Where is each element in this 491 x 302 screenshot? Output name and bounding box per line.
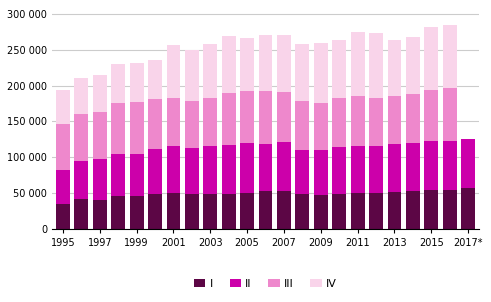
Bar — [406, 94, 420, 143]
Bar — [130, 197, 143, 229]
Bar — [332, 147, 346, 194]
Bar — [332, 194, 346, 229]
Bar — [259, 35, 273, 91]
Bar — [56, 170, 70, 204]
Bar — [406, 143, 420, 191]
Bar — [277, 142, 291, 191]
Bar — [240, 143, 254, 193]
Bar — [277, 92, 291, 142]
Bar — [332, 40, 346, 98]
Bar — [203, 44, 217, 98]
Bar — [443, 141, 457, 190]
Bar — [185, 194, 199, 229]
Bar — [369, 33, 383, 98]
Bar — [222, 94, 236, 145]
Bar — [406, 191, 420, 229]
Bar — [314, 195, 327, 229]
Bar — [240, 38, 254, 91]
Bar — [296, 101, 309, 150]
Bar — [314, 104, 327, 150]
Bar — [148, 194, 162, 229]
Bar — [277, 191, 291, 229]
Bar — [185, 101, 199, 148]
Bar — [166, 146, 180, 193]
Bar — [443, 25, 457, 88]
Bar — [222, 36, 236, 94]
Bar — [296, 194, 309, 229]
Legend: I, II, III, IV: I, II, III, IV — [190, 274, 341, 293]
Bar — [166, 193, 180, 229]
Bar — [93, 200, 107, 229]
Bar — [130, 63, 143, 102]
Bar — [240, 91, 254, 143]
Bar — [185, 50, 199, 101]
Bar — [424, 190, 438, 229]
Bar — [277, 35, 291, 92]
Bar — [75, 199, 88, 229]
Bar — [369, 146, 383, 193]
Bar — [75, 161, 88, 199]
Bar — [314, 43, 327, 104]
Bar — [461, 139, 475, 188]
Bar — [203, 98, 217, 146]
Bar — [424, 27, 438, 90]
Bar — [111, 197, 125, 229]
Bar — [406, 37, 420, 94]
Bar — [443, 88, 457, 141]
Bar — [351, 193, 364, 229]
Bar — [351, 96, 364, 146]
Bar — [314, 150, 327, 195]
Bar — [203, 194, 217, 229]
Bar — [387, 192, 401, 229]
Bar — [148, 99, 162, 149]
Bar — [387, 144, 401, 192]
Bar — [424, 141, 438, 190]
Bar — [75, 78, 88, 114]
Bar — [387, 96, 401, 144]
Bar — [56, 124, 70, 170]
Bar — [148, 60, 162, 99]
Bar — [75, 114, 88, 161]
Bar — [387, 40, 401, 96]
Bar — [296, 150, 309, 194]
Bar — [56, 90, 70, 124]
Bar — [222, 194, 236, 229]
Bar — [130, 153, 143, 197]
Bar — [56, 204, 70, 229]
Bar — [111, 153, 125, 197]
Bar — [185, 148, 199, 194]
Bar — [351, 146, 364, 193]
Bar — [332, 98, 346, 147]
Bar — [130, 102, 143, 153]
Bar — [259, 143, 273, 191]
Bar — [296, 44, 309, 101]
Bar — [259, 91, 273, 143]
Bar — [369, 193, 383, 229]
Bar — [424, 90, 438, 141]
Bar — [93, 75, 107, 112]
Bar — [259, 191, 273, 229]
Bar — [369, 98, 383, 146]
Bar — [222, 145, 236, 194]
Bar — [461, 188, 475, 229]
Bar — [148, 149, 162, 194]
Bar — [203, 146, 217, 194]
Bar — [93, 159, 107, 200]
Bar — [351, 32, 364, 96]
Bar — [240, 193, 254, 229]
Bar — [443, 190, 457, 229]
Bar — [93, 112, 107, 159]
Bar — [111, 64, 125, 104]
Bar — [111, 104, 125, 153]
Bar — [166, 98, 180, 146]
Bar — [166, 45, 180, 98]
